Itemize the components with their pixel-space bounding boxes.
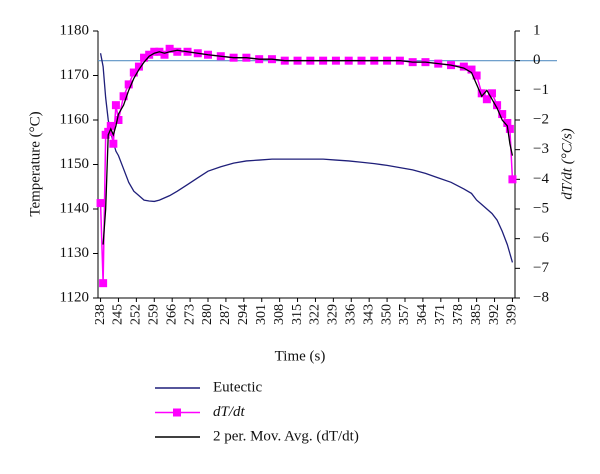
marker bbox=[165, 44, 174, 53]
marker bbox=[106, 121, 115, 130]
marker bbox=[487, 89, 496, 98]
x-tick-label: 336 bbox=[343, 304, 358, 325]
x-tick-label: 252 bbox=[129, 304, 144, 325]
y2-tick-label: −6 bbox=[533, 230, 549, 246]
x-tick-label: 378 bbox=[451, 304, 466, 325]
series-line bbox=[102, 49, 514, 245]
marker bbox=[134, 62, 143, 71]
marker bbox=[508, 175, 517, 184]
marker bbox=[160, 50, 169, 59]
marker bbox=[472, 71, 481, 80]
y-tick-label: 1120 bbox=[60, 289, 89, 305]
marker bbox=[150, 47, 159, 56]
y-axis-label: Temperature (°C) bbox=[27, 111, 43, 216]
x-tick-label: 245 bbox=[111, 304, 126, 325]
y2-tick-label: −2 bbox=[533, 111, 549, 127]
x-tick-label: 350 bbox=[379, 304, 394, 325]
x-tick-label: 308 bbox=[272, 304, 287, 325]
x-axis-label: Time (s) bbox=[275, 348, 326, 364]
y-tick-label: 1160 bbox=[60, 111, 89, 127]
marker bbox=[505, 124, 514, 133]
x-tick-label: 238 bbox=[93, 304, 108, 325]
x-tick-label: 329 bbox=[326, 304, 341, 325]
x-tick-label: 294 bbox=[236, 304, 251, 325]
marker bbox=[498, 110, 507, 119]
legend-label: dT/dt bbox=[213, 404, 246, 420]
y2-tick-label: −1 bbox=[533, 82, 549, 98]
marker bbox=[96, 199, 105, 208]
marker bbox=[493, 101, 502, 110]
legend-label: Eutectic bbox=[213, 379, 262, 395]
y-tick-label: 1180 bbox=[60, 22, 89, 38]
y2-tick-label: −7 bbox=[533, 260, 549, 276]
marker bbox=[99, 279, 108, 288]
x-tick-label: 273 bbox=[182, 304, 197, 325]
x-tick-label: 371 bbox=[433, 304, 448, 325]
y2-tick-label: −4 bbox=[533, 171, 549, 187]
y-tick-label: 1140 bbox=[60, 200, 89, 216]
marker bbox=[129, 68, 138, 77]
y2-tick-label: −8 bbox=[533, 289, 549, 305]
y-tick-label: 1170 bbox=[60, 67, 89, 83]
marker bbox=[114, 116, 123, 124]
legend-marker bbox=[173, 408, 181, 417]
y2-axis-label: dT/dt (°C/s) bbox=[559, 128, 575, 199]
marker bbox=[477, 89, 486, 98]
series-line bbox=[99, 53, 514, 263]
marker bbox=[503, 118, 512, 127]
marker bbox=[173, 47, 182, 56]
marker bbox=[104, 127, 113, 136]
x-tick-label: 266 bbox=[164, 304, 179, 325]
y2-tick-label: 1 bbox=[533, 22, 541, 38]
x-tick-label: 392 bbox=[487, 304, 502, 325]
marker bbox=[482, 95, 491, 104]
x-tick-label: 343 bbox=[361, 304, 376, 325]
y2-tick-label: −3 bbox=[533, 141, 549, 157]
legend-label: 2 per. Mov. Avg. (dT/dt) bbox=[213, 428, 359, 444]
y-tick-label: 1130 bbox=[60, 245, 89, 261]
marker bbox=[109, 139, 118, 148]
x-tick-label: 385 bbox=[469, 304, 484, 325]
x-tick-label: 259 bbox=[147, 304, 162, 325]
x-tick-label: 322 bbox=[308, 304, 323, 325]
y2-tick-label: 0 bbox=[533, 52, 541, 68]
marker bbox=[459, 62, 468, 71]
x-tick-label: 287 bbox=[218, 304, 233, 325]
marker bbox=[111, 101, 120, 110]
marker bbox=[140, 53, 149, 62]
x-tick-label: 280 bbox=[200, 304, 215, 325]
y2-tick-label: −5 bbox=[533, 200, 549, 216]
x-tick-label: 399 bbox=[505, 304, 520, 325]
marker bbox=[467, 65, 476, 74]
marker bbox=[119, 92, 128, 101]
x-tick-label: 364 bbox=[415, 304, 430, 325]
marker bbox=[145, 50, 154, 59]
x-tick-label: 315 bbox=[290, 304, 305, 325]
x-tick-label: 357 bbox=[397, 304, 412, 325]
x-tick-label: 301 bbox=[254, 304, 269, 325]
series-line bbox=[99, 47, 514, 284]
marker bbox=[124, 80, 133, 89]
y-tick-label: 1150 bbox=[60, 156, 89, 172]
